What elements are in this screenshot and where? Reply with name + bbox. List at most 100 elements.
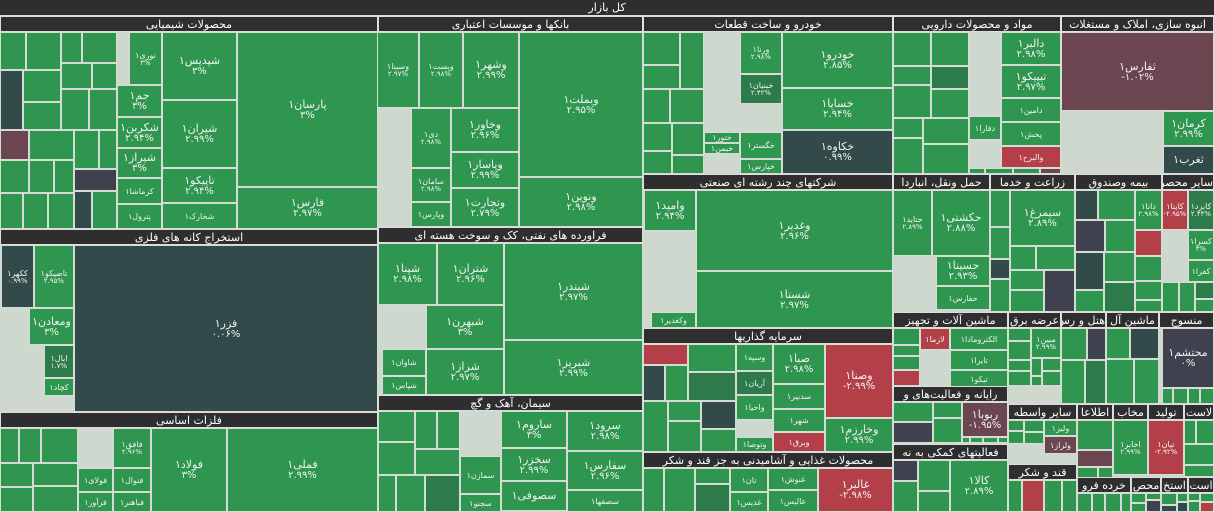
stock-tile[interactable] [82, 32, 117, 63]
stock-tile[interactable] [1162, 282, 1179, 312]
stock-tile[interactable] [1077, 420, 1113, 450]
stock-tile[interactable] [701, 429, 736, 452]
stock-tile[interactable] [1075, 252, 1104, 290]
stock-tile[interactable] [680, 32, 704, 89]
stock-tile[interactable] [1195, 282, 1214, 299]
stock-tile[interactable] [89, 89, 117, 130]
stock-tile[interactable] [1200, 502, 1214, 512]
stock-tile[interactable] [990, 190, 1010, 227]
sector-header[interactable]: قند و شکر [1008, 464, 1077, 480]
stock-tile[interactable]: خگستر۱ [740, 132, 782, 159]
stock-tile[interactable] [1031, 376, 1042, 386]
stock-tile[interactable]: شپاس۱ [382, 376, 426, 395]
stock-tile[interactable] [61, 89, 89, 130]
stock-tile[interactable]: سصوفی۱ [501, 481, 567, 511]
stock-tile[interactable] [0, 70, 23, 130]
stock-tile[interactable] [893, 32, 931, 66]
stock-tile[interactable]: ثغرب۱ [1163, 146, 1214, 174]
stock-tile[interactable] [643, 65, 680, 89]
stock-tile[interactable] [1075, 190, 1098, 220]
stock-tile[interactable] [1135, 256, 1162, 281]
stock-tile[interactable]: وشهر۱ ۲.۹۹% [463, 32, 519, 108]
stock-tile[interactable]: کرمان۱ ۲.۹۹% [1163, 111, 1214, 146]
stock-tile[interactable] [990, 259, 1010, 279]
stock-tile[interactable] [1024, 420, 1044, 432]
stock-tile[interactable] [933, 402, 962, 418]
stock-tile[interactable]: شبهرن۱ ۳% [426, 305, 504, 349]
stock-tile[interactable] [48, 193, 74, 229]
stock-tile[interactable] [1031, 358, 1042, 376]
stock-tile[interactable] [437, 411, 460, 449]
stock-tile[interactable]: شیران۱ ۲.۹۹% [162, 100, 237, 168]
stock-tile[interactable]: دامین۱ [1001, 98, 1061, 122]
stock-tile[interactable] [54, 160, 74, 193]
stock-tile[interactable]: دالبر۱ ۲.۹۸% [1001, 32, 1061, 65]
stock-tile[interactable] [1008, 420, 1024, 431]
stock-tile[interactable]: وغدیر۱ ۲.۹۶% [696, 190, 893, 271]
stock-tile[interactable]: ورنا۱ ۲.۹۸% [740, 32, 782, 74]
stock-tile[interactable] [893, 356, 920, 370]
stock-tile[interactable] [672, 123, 704, 155]
stock-tile[interactable] [918, 460, 950, 491]
stock-tile[interactable]: فرآور۱ [78, 492, 113, 512]
stock-tile[interactable]: ومعادن۱ ۳% [29, 308, 74, 345]
stock-tile[interactable]: غنوش۱ [768, 468, 818, 490]
sector-header[interactable]: فراورده های نفتی، کک و سوخت هسته ای [378, 227, 643, 243]
sector-header[interactable]: زراعت و خدما [990, 174, 1075, 190]
sector-header[interactable]: سیمان، آهک و گچ [378, 395, 643, 411]
stock-tile[interactable] [29, 130, 74, 160]
stock-tile[interactable] [378, 411, 415, 442]
stock-tile[interactable]: خساپا۱ ۲.۹۴% [782, 88, 893, 130]
stock-tile[interactable] [415, 411, 437, 449]
stock-tile[interactable] [378, 475, 396, 512]
stock-tile[interactable]: وپاسار۱ ۲.۹۹% [451, 152, 519, 188]
stock-tile[interactable]: پخش۱ [1001, 122, 1061, 146]
stock-tile[interactable] [0, 463, 33, 487]
stock-tile[interactable] [643, 123, 672, 151]
stock-tile[interactable]: کابزد۱ ۲.۴۴% [1188, 190, 1214, 230]
sector-header[interactable]: خرده فرو [1077, 477, 1131, 493]
sector-header[interactable]: مخاب [1113, 404, 1148, 420]
stock-tile[interactable]: دی۱ ۲.۹۸% [411, 108, 451, 168]
sector-header[interactable]: بیمه وصندوق [1075, 174, 1162, 190]
stock-tile[interactable] [1061, 328, 1087, 360]
stock-tile[interactable] [23, 193, 48, 229]
stock-tile[interactable]: لازما۱ [920, 328, 950, 350]
stock-tile[interactable] [931, 66, 969, 89]
stock-tile[interactable] [1024, 432, 1044, 444]
stock-tile[interactable]: وتوصا۱ [736, 437, 773, 452]
sector-header[interactable]: سایر واسطه [1008, 404, 1077, 420]
stock-tile[interactable] [1177, 493, 1188, 502]
stock-tile[interactable] [415, 449, 460, 475]
stock-tile[interactable]: کرماشا۱ [117, 178, 162, 204]
stock-tile[interactable] [92, 63, 117, 89]
stock-tile[interactable] [1008, 341, 1031, 360]
stock-tile[interactable] [923, 144, 969, 174]
stock-tile[interactable]: حسینا۱ ۲.۹۳% [936, 256, 990, 286]
stock-tile[interactable] [1105, 493, 1121, 512]
stock-tile[interactable] [1042, 371, 1061, 386]
stock-tile[interactable]: ساروم۱ ۳% [501, 411, 567, 448]
stock-tile[interactable]: والبرح۱ [1001, 146, 1061, 168]
stock-tile[interactable]: ونوین۱ ۲.۹۸% [519, 177, 643, 227]
stock-tile[interactable] [1188, 501, 1200, 512]
sector-header[interactable]: حمل ونقل، انباردا [893, 174, 990, 190]
stock-tile[interactable] [1106, 328, 1130, 359]
stock-tile[interactable] [1061, 360, 1085, 404]
stock-tile[interactable] [688, 344, 736, 372]
stock-tile[interactable]: سفارس۱ ۲.۹۶% [567, 451, 643, 490]
sector-header[interactable]: استخراج کانه های فلزی [0, 229, 378, 245]
stock-tile[interactable] [670, 89, 704, 123]
stock-tile[interactable] [1077, 450, 1113, 467]
sector-header[interactable]: هتل و رس [1061, 312, 1106, 328]
stock-tile[interactable] [1184, 465, 1214, 477]
stock-tile[interactable]: شیراز۱ ۳% [117, 148, 162, 178]
stock-tile[interactable] [1173, 388, 1188, 404]
stock-tile[interactable]: خودرو۱ ۲.۸۵% [782, 32, 893, 88]
stock-tile[interactable]: سرود۱ ۲.۹۸% [567, 411, 643, 451]
stock-tile[interactable] [0, 130, 29, 160]
stock-tile[interactable] [1044, 270, 1075, 312]
stock-tile[interactable] [893, 402, 933, 422]
stock-tile[interactable]: سجنو۱ [460, 494, 501, 512]
stock-tile[interactable] [74, 169, 117, 191]
